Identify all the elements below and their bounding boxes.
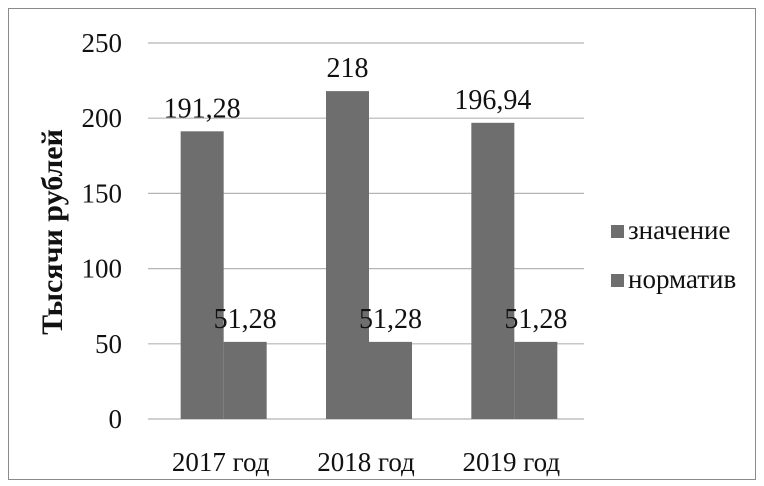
y-axis-label: Тысячи рублей: [36, 129, 69, 335]
data-label: 196,94: [454, 85, 531, 116]
bar-normativ: [369, 341, 412, 419]
x-axis-ticks: 2017 год 2018 год 2019 год: [172, 447, 561, 477]
y-axis-ticks: 0 50 100 150 200 250: [82, 28, 123, 434]
bar-normativ: [223, 341, 267, 419]
legend: значение норматив: [611, 215, 736, 294]
x-tick-label: 2019 год: [463, 447, 561, 477]
y-tick-label: 100: [82, 254, 123, 284]
legend-swatch: [611, 225, 624, 238]
data-label: 191,28: [164, 93, 241, 124]
y-tick-label: 250: [82, 28, 123, 58]
data-label: 51,28: [504, 304, 567, 335]
bar-znachenie: [471, 122, 515, 419]
bars: [180, 91, 558, 420]
data-label: 218: [327, 53, 369, 84]
x-tick-label: 2018 год: [317, 447, 415, 477]
y-tick-label: 200: [82, 103, 123, 133]
data-label: 51,28: [359, 304, 422, 335]
bar-znachenie: [180, 131, 224, 419]
legend-label: значение: [628, 215, 730, 245]
y-tick-label: 150: [82, 178, 123, 208]
bar-znachenie: [326, 91, 369, 420]
y-tick-label: 0: [109, 404, 123, 434]
legend-label: норматив: [628, 264, 736, 294]
bar-normativ: [514, 341, 558, 419]
legend-swatch: [611, 274, 624, 287]
x-tick-label: 2017 год: [172, 447, 270, 477]
data-labels: 191,28 51,28 218 51,28 196,94 51,28: [164, 53, 568, 335]
y-tick-label: 50: [95, 329, 122, 359]
data-label: 51,28: [214, 304, 277, 335]
